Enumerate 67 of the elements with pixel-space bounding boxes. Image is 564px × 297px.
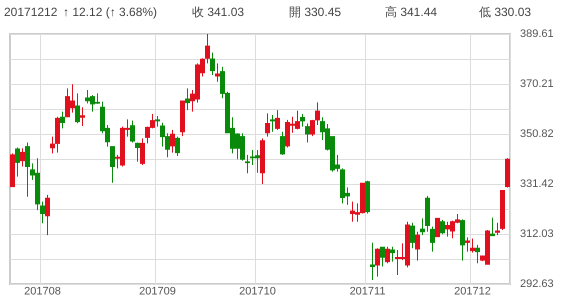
candlestick (180, 100, 185, 137)
x-tick-label: 201712 (454, 286, 491, 297)
y-tick-label: 292.63 (520, 278, 554, 290)
candlestick (245, 154, 250, 174)
candlestick (475, 244, 480, 264)
candlestick (375, 248, 380, 278)
candlestick (10, 152, 15, 188)
candlestick (390, 246, 395, 262)
candlestick (460, 218, 465, 262)
candlestick (380, 246, 385, 268)
text: 開 330.45 (289, 5, 342, 19)
candlestick (505, 158, 510, 188)
x-tick-label: 201708 (24, 286, 61, 297)
candlestick (40, 201, 45, 224)
candlestick (175, 136, 180, 156)
candlestick (75, 92, 80, 124)
candlestick (155, 116, 160, 128)
candlestick (495, 222, 500, 236)
candlestick (490, 217, 495, 237)
y-tick-label: 389.61 (520, 28, 554, 40)
candlestick (425, 195, 430, 232)
candlestick (140, 138, 145, 166)
y-tick-label: 350.82 (520, 128, 554, 140)
candlestick (210, 52, 215, 76)
candlestick (130, 120, 135, 144)
candlestick (410, 222, 415, 249)
candlestick (440, 219, 445, 235)
candlestick (300, 113, 305, 128)
candlestick (25, 142, 30, 198)
candlestick (60, 111, 65, 129)
candlestick (500, 189, 505, 230)
candlestick (420, 218, 425, 236)
candlestick (470, 238, 475, 254)
candlestick (270, 114, 275, 132)
candlestick (465, 236, 470, 252)
x-tick-label: 201711 (350, 286, 386, 297)
candlestick (280, 131, 285, 156)
candlestick (430, 226, 435, 252)
candlestick (170, 129, 175, 154)
candlestick (365, 180, 370, 214)
candlestick (215, 62, 220, 82)
x-tick-label: 201709 (139, 286, 176, 297)
x-tick-label: 201710 (239, 286, 276, 297)
candlestick (110, 146, 115, 184)
candlestick (305, 122, 310, 144)
text: 20171212 (4, 5, 58, 19)
candlestick (435, 218, 440, 238)
candlestick (260, 138, 265, 185)
text: 收 341.03 (192, 5, 244, 19)
candlestick (205, 34, 210, 64)
candlestick (385, 246, 390, 264)
text: 低 330.03 (479, 5, 532, 19)
candlestick (185, 88, 190, 111)
text: ↑ 12.12 (↑ 3.68%) (63, 5, 158, 19)
candlestick (265, 112, 270, 138)
y-tick-label: 312.03 (520, 228, 554, 240)
y-tick-label: 331.42 (520, 178, 554, 190)
candlestick (135, 142, 140, 162)
candlestick (370, 242, 375, 280)
candlestick (20, 148, 25, 168)
candlestick (415, 231, 420, 262)
y-tick-label: 370.21 (520, 78, 554, 90)
candlestick (80, 106, 85, 127)
candlestick (275, 110, 280, 130)
candlestick (45, 194, 50, 236)
candlestick (15, 146, 20, 178)
text: 高 341.44 (385, 5, 438, 19)
